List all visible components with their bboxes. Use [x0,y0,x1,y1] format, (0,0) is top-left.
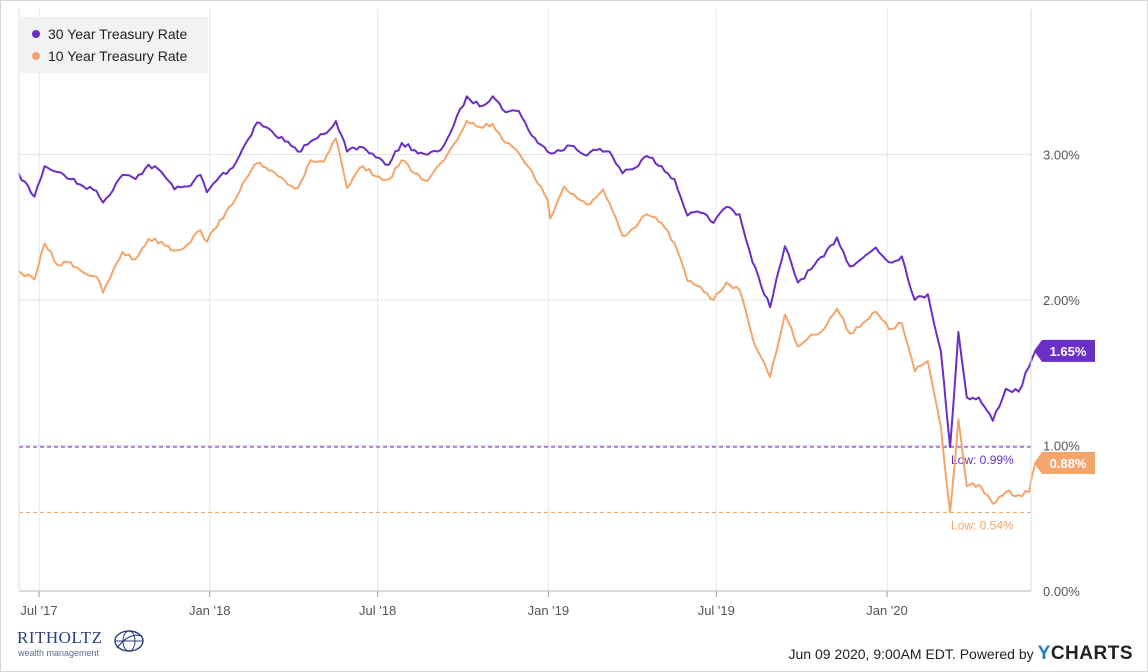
badge-30yr [1034,339,1095,362]
badge-label-30yr: 1.65% [1050,344,1087,359]
x-tick-label: Jul '17 [20,603,57,618]
low-label-10yr: Low: 0.54% [951,518,1014,532]
x-axis: Jul '17 Jan '18 Jul '18 Jan '19 Jul '19 Jan '… [18,9,1032,618]
legend: 30 Year Treasury Rate 10 Year Treasury R… [20,17,208,73]
y-tick-label: 1.00% [1043,439,1080,454]
low-reference-lines: Low: 0.99% Low: 0.54% [19,446,1031,532]
x-tick-label: Jan '19 [528,603,570,618]
legend-item-30yr[interactable]: 30 Year Treasury Rate [32,26,187,42]
logo-wordmark: RITHOLTZ [17,628,103,647]
globe-emblem-icon [114,630,144,652]
y-tick-label: 2.00% [1043,293,1080,308]
ycharts-logo-y: Y [1037,643,1051,664]
y-tick-label: 0.00% [1043,584,1080,599]
low-label-30yr: Low: 0.99% [951,453,1014,467]
last-value-badges: 1.65% 0.88% [1034,339,1095,474]
series-line-30yr [17,95,1037,448]
footer-timestamp: Jun 09 2020, 9:00AM EDT. Powered by [788,646,1034,662]
x-tick-label: Jan '20 [866,603,908,618]
x-tick-label: Jul '19 [698,603,735,618]
legend-item-10yr[interactable]: 10 Year Treasury Rate [32,48,187,64]
badge-label-10yr: 0.88% [1050,456,1087,471]
legend-label-30yr: 30 Year Treasury Rate [48,26,188,42]
ycharts-logo[interactable]: YCHARTS [1038,643,1133,665]
legend-swatch-30yr [32,30,40,38]
badge-10yr [1034,451,1095,474]
legend-swatch-10yr [32,52,40,60]
y-axis: 0.00% 1.00% 2.00% 3.00% [1043,148,1080,600]
series-line-10yr [17,120,1037,514]
y-tick-label: 3.00% [1043,148,1080,163]
logo-subtitle: wealth management [18,648,100,658]
gridlines [19,9,1031,592]
legend-label-10yr: 10 Year Treasury Rate [48,48,188,64]
ycharts-logo-rest: CHARTS [1050,643,1133,664]
series-lines [17,95,1037,514]
x-tick-label: Jul '18 [359,603,396,618]
x-tick-label: Jan '18 [189,603,231,618]
ritholtz-logo: RITHOLTZ wealth management [17,628,147,662]
footer-attribution: Jun 09 2020, 9:00AM EDT. Powered by YCHA… [788,643,1133,665]
